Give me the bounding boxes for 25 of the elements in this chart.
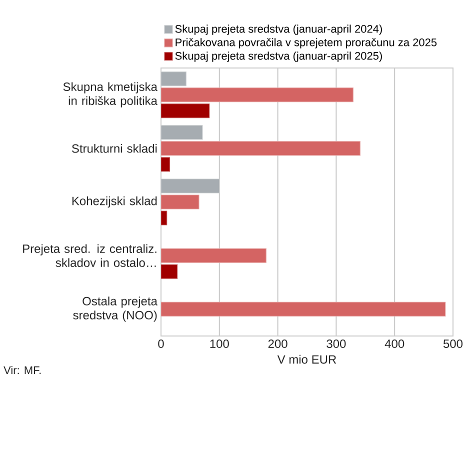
x-tick-label: 100 [210,340,229,348]
x-tick-label: 500 [443,340,463,348]
bar [161,87,354,102]
x-axis-title: V mio EUR [277,354,336,364]
legend-label: Pričakovana povračila v sprejetem proračunu za 2025 [176,38,437,48]
y-tick-label: Prejeta sred. iz centraliz. skladov in ostalo… [23,244,156,267]
bar [161,104,210,118]
y-tick-label: Skupna kmetijska in ribiška politika [63,82,158,108]
bar [161,302,446,316]
x-tick-label: 300 [326,340,346,348]
y-tick-label: Kohezijski sklad [72,196,157,208]
y-tick-label: Ostala prejeta sredstva (NOO) [73,296,158,322]
y-tick-label: Strukturni skladi [72,144,157,153]
x-tick-label: 200 [268,340,288,348]
x-tick-label: 0 [158,340,164,348]
legend-label: Skupaj prejeta sredstva (januar-april 2025) [175,52,382,62]
bar [161,194,200,210]
bar [161,210,168,226]
bar [161,141,360,156]
bar [161,157,170,172]
bar [161,248,266,263]
bar [161,264,178,279]
text: Vir: MF. [4,366,41,374]
legend-label: Skupaj prejeta sredstva (januar-april 2024) [175,24,382,35]
x-tick-label: 400 [384,340,404,348]
